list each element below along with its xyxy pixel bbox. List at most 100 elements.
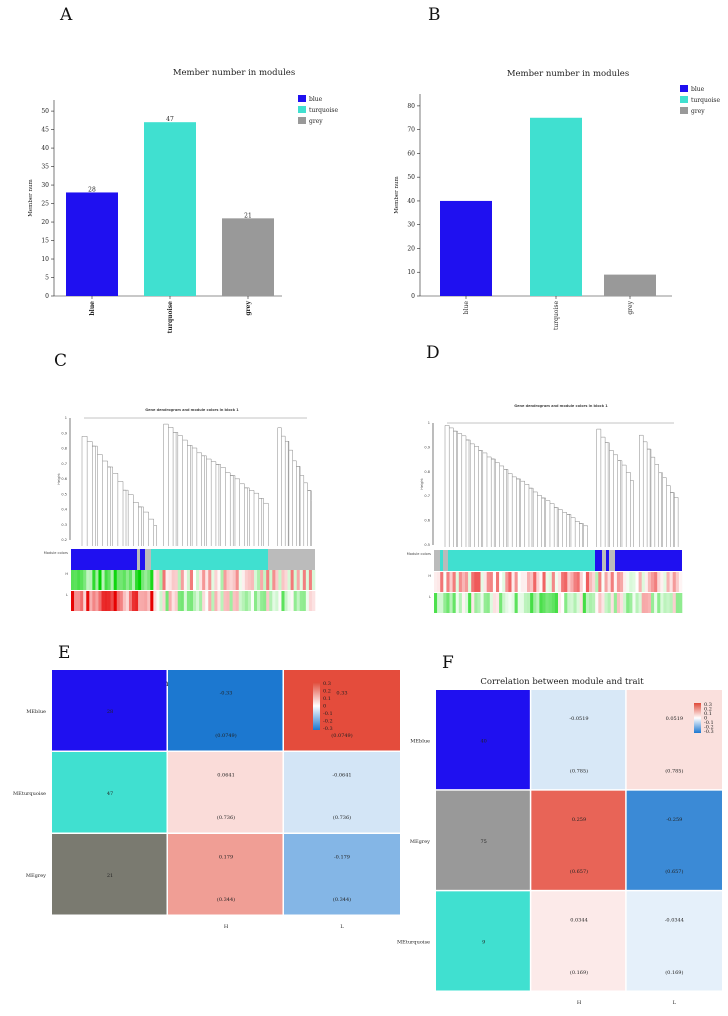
trait-heat-cell	[74, 591, 78, 611]
trait-heat-cell	[135, 591, 139, 611]
dendrogram-branch	[92, 445, 98, 546]
trait-heat-cell	[254, 591, 258, 611]
dendrogram-branch	[662, 477, 667, 547]
trait-heat-cell	[558, 593, 562, 613]
corr-pvalue-label: (0.0749)	[331, 732, 352, 739]
row-label-MEgrey: MEgrey	[26, 873, 46, 879]
trait-heat-cell	[193, 591, 197, 611]
trait-heat-cell	[461, 572, 466, 592]
corr-value-label: -0.179	[334, 855, 350, 861]
y-tick-label: 30	[41, 182, 49, 189]
trait-heat-cell	[632, 593, 636, 613]
trait-heat-cell	[474, 593, 478, 613]
trait-heat-cell	[496, 572, 500, 592]
dendrogram-branch	[617, 460, 623, 547]
trait-heat-cell	[446, 572, 450, 592]
trait-heat-cell	[651, 572, 655, 592]
dendrogram-branch	[107, 466, 111, 546]
dendrogram-branch	[285, 440, 289, 546]
module-color-segment	[268, 549, 315, 570]
color-legend-tick: 0	[323, 704, 326, 710]
dendrogram-branch	[639, 434, 644, 547]
color-legend-tick: 0	[704, 716, 707, 722]
trait-heat-cell	[598, 593, 602, 613]
trait-heat-cell	[305, 570, 310, 590]
corr-cell	[626, 891, 722, 991]
module-count-label: 47	[107, 791, 113, 797]
trait-heat-cell	[592, 572, 596, 592]
dendrogram-branch	[630, 480, 634, 547]
trait-heat-cell	[511, 572, 515, 592]
trait-heat-cell	[208, 570, 212, 590]
dendrogram-branch	[537, 495, 542, 547]
dendrogram-branch	[574, 521, 580, 547]
trait-heat-cell	[452, 593, 456, 613]
corr-pvalue-label: (0.657)	[665, 868, 683, 875]
color-legend-bar	[313, 682, 320, 730]
corr-cell	[284, 752, 400, 833]
x-tick-label: turquoise	[167, 301, 174, 334]
trait-heat-cell	[610, 572, 615, 592]
trait-heat-cell	[183, 570, 188, 590]
trait-heat-cell	[153, 591, 157, 611]
y-tick-label: 60	[407, 150, 415, 157]
chart-title: Gene dendrogram and module colors in blo…	[514, 404, 608, 408]
trait-heat-cell	[461, 593, 466, 613]
trait-heat-cell	[455, 593, 460, 613]
trait-heat-cell	[125, 591, 130, 611]
trait-heat-cell	[638, 593, 642, 613]
legend-label: grey	[691, 108, 705, 115]
corr-cell	[168, 834, 283, 915]
corr-value-label: 0.0344	[570, 918, 588, 924]
trait-heat-cell	[171, 570, 175, 590]
trait-heat-cell	[486, 593, 491, 613]
trait-heat-cell	[284, 591, 288, 611]
trait-heat-cell	[128, 591, 133, 611]
trait-heat-cell	[468, 593, 472, 613]
trait-heat-cell	[539, 593, 543, 613]
trait-heat-cell	[311, 570, 316, 590]
trait-heat-cell	[592, 593, 596, 613]
y-tick-label: 45	[41, 127, 49, 134]
trait-heat-cell	[196, 591, 200, 611]
trait-heat-cell	[573, 572, 577, 592]
trait-heat-cell	[199, 591, 203, 611]
color-legend-bar	[694, 703, 701, 733]
dendrogram-branch	[127, 494, 134, 546]
dendrogram-branch	[239, 483, 245, 546]
trait-heat-cell	[272, 570, 276, 590]
trait-heat-cell	[623, 572, 627, 592]
dendrogram-branch	[511, 476, 517, 547]
trait-heat-cell	[266, 591, 270, 611]
trait-heat-cell	[223, 591, 227, 611]
trait-heat-cell	[604, 593, 608, 613]
legend-swatch-grey	[298, 117, 306, 124]
trait-heat-cell	[159, 591, 163, 611]
trait-heat-cell	[147, 570, 151, 590]
y-tick-label: 40	[41, 145, 49, 152]
color-legend-tick: -0.3	[323, 726, 333, 732]
trait-heat-cell	[530, 572, 534, 592]
trait-heat-cell	[465, 593, 469, 613]
color-legend-tick: -0.2	[323, 719, 333, 725]
trait-heat-cell	[542, 572, 546, 592]
trait-heat-cell	[180, 591, 185, 611]
trait-heat-cell	[302, 591, 307, 611]
bar-chart-a: Member number in modules 0 5 10 15 20 25 30 35 40…	[28, 68, 338, 333]
dendrogram-branch	[646, 448, 652, 547]
trait-heat-cell	[610, 593, 615, 613]
trait-heat-cell	[647, 572, 652, 592]
trait-heat-cell	[296, 570, 301, 590]
dendrogram-branch	[499, 465, 505, 547]
trait-heat-cell	[480, 593, 484, 613]
trait-heat-cell	[446, 593, 450, 613]
trait-heat-cell	[189, 570, 194, 590]
trait-heat-cell	[579, 572, 584, 592]
trait-heat-cell	[220, 570, 224, 590]
trait-heat-cell	[238, 570, 243, 590]
trait-heat-cell	[514, 593, 518, 613]
row-label: H	[428, 574, 431, 578]
trait-heat-cell	[437, 572, 441, 592]
trait-heat-cell	[144, 591, 148, 611]
trait-heat-cell	[558, 572, 562, 592]
